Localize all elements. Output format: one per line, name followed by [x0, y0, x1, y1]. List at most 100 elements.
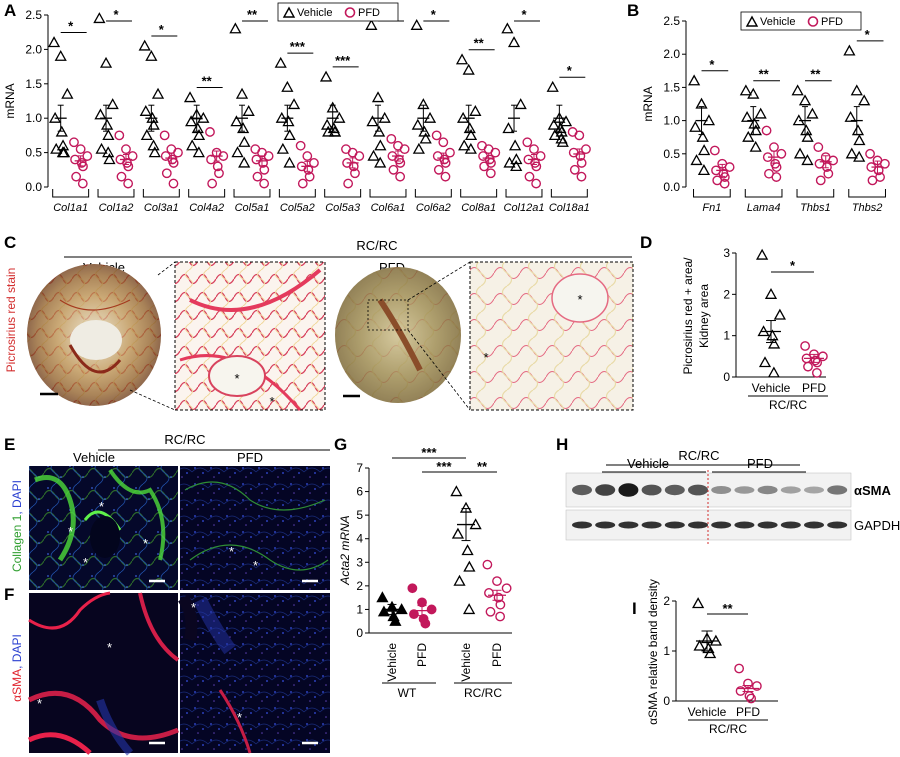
data-point-triangle — [850, 84, 863, 96]
panel-h: RC/RC Vehicle PFD αSMA GAPDH — [565, 448, 900, 545]
data-point-circle — [531, 178, 542, 189]
data-point-circle — [734, 663, 745, 674]
x-category-label: PFD — [415, 643, 429, 667]
data-point-triangle — [754, 107, 767, 119]
blot-band-asma — [757, 485, 778, 495]
panel-label-i: I — [632, 599, 637, 618]
panel-f: αSMA, DAPI — [10, 591, 330, 756]
panel-e: RC/RC Vehicle PFD Collagen 1, DAPI — [10, 432, 330, 590]
svg-text:αSMA, DAPI: αSMA, DAPI — [10, 634, 24, 702]
data-point-circle — [302, 151, 313, 161]
data-point-triangle — [556, 135, 569, 147]
asterisk: * — [99, 499, 104, 514]
panel-h-group-label: RC/RC — [678, 448, 719, 463]
y-tick-label: 3 — [723, 246, 730, 260]
group-label: RC/RC — [464, 686, 502, 700]
data-point-triangle — [283, 129, 296, 141]
data-point-triangle — [559, 115, 573, 127]
y-axis-title-line-2: Kidney area — [697, 284, 711, 348]
data-point-circle — [817, 351, 828, 362]
chart-a: 0.0 0.5 1.0 1.5 2.0 2.5 mRNA Col1a1 * Col1a2 * Col3… — [3, 7, 591, 214]
y-tick-label: 3 — [356, 555, 363, 569]
significance-label: *** — [335, 53, 351, 68]
vehicle-zoom-asterisk: * — [234, 371, 239, 386]
vehicle-asma-image — [29, 593, 178, 753]
blot-band-asma — [804, 486, 824, 494]
data-point-triangle — [458, 139, 471, 151]
data-point-triangle — [798, 94, 812, 106]
y-tick-label: 1 — [663, 644, 670, 658]
data-point-triangle — [461, 544, 474, 556]
data-point-triangle — [148, 146, 161, 158]
data-point-circle — [490, 147, 501, 158]
data-point-circle — [309, 158, 319, 168]
panel-label-e: E — [4, 435, 15, 454]
image-asterisks: * * * * * * * * * * — [37, 499, 258, 725]
data-point-circle — [433, 164, 444, 175]
data-point-circle — [116, 171, 127, 182]
data-point-circle — [258, 158, 268, 168]
data-point-triangle — [61, 87, 74, 99]
pfd-circle-icon — [344, 7, 356, 18]
data-point-triangle — [806, 107, 819, 119]
y-tick-label: 4 — [356, 532, 363, 546]
data-point-triangle — [50, 142, 63, 154]
asterisk: * — [191, 600, 196, 615]
group-bracket — [233, 189, 271, 198]
data-point-circle — [75, 144, 86, 155]
data-point-triangle — [365, 18, 378, 30]
significance-label: ** — [810, 67, 821, 82]
vehicle-triangle-icon — [745, 15, 759, 27]
data-point-triangle — [281, 80, 294, 92]
panel-label-g: G — [334, 435, 347, 454]
data-point-circle — [485, 168, 496, 179]
data-point-triangle — [451, 527, 465, 539]
data-point-triangle — [509, 139, 522, 151]
data-point-circle — [746, 693, 757, 704]
panel-label-d: D — [640, 233, 652, 252]
data-point-triangle — [377, 605, 391, 617]
asterisk: * — [229, 544, 234, 559]
data-point-circle — [867, 175, 878, 186]
data-point-circle — [574, 130, 585, 141]
y-tick-label: 0.0 — [663, 180, 680, 194]
data-point-triangle — [503, 156, 516, 168]
data-point-circle — [207, 178, 218, 189]
data-point-triangle — [238, 156, 251, 168]
data-point-triangle — [853, 150, 866, 162]
data-point-triangle — [773, 308, 786, 320]
panel-e-pfd-label: PFD — [237, 450, 263, 465]
blot-band-gapdh — [688, 521, 708, 529]
x-category-label: Col3a1 — [144, 202, 179, 214]
blot-asma-label: αSMA — [854, 483, 891, 498]
data-point-triangle — [93, 12, 106, 24]
asterisk: * — [143, 536, 148, 551]
data-point-triangle — [376, 591, 389, 603]
data-point-triangle — [453, 574, 466, 586]
y-tick-label: 1.5 — [25, 77, 42, 91]
chart-b: 0.00.51.01.52.02.5mRNAFn1*Lama4**Thbs1**… — [641, 14, 890, 214]
y-tick-label: 0 — [356, 626, 363, 640]
data-point-circle — [77, 178, 88, 189]
y-axis-title: mRNA — [641, 86, 655, 121]
legend-a-vehicle: Vehicle — [297, 7, 332, 19]
data-point-circle — [522, 137, 533, 148]
panel-label-f: F — [4, 585, 14, 604]
data-point-circle — [426, 604, 437, 615]
legend-b-pfd: PFD — [821, 16, 843, 28]
legend-b-vehicle: Vehicle — [760, 16, 795, 28]
legend-b: Vehicle PFD — [740, 11, 862, 31]
data-point-triangle — [410, 18, 423, 30]
significance-label: * — [68, 19, 74, 34]
data-point-triangle — [58, 146, 71, 158]
data-point-triangle — [462, 63, 475, 75]
blot-band-gapdh — [641, 521, 662, 529]
data-point-circle — [159, 130, 170, 141]
x-category-label: PFD — [490, 643, 504, 667]
data-point-circle — [395, 171, 406, 182]
y-tick-label: 2.5 — [25, 8, 42, 22]
blot-band-gapdh — [618, 521, 639, 529]
data-point-circle — [719, 178, 730, 189]
group-label: RC/RC — [709, 722, 747, 736]
